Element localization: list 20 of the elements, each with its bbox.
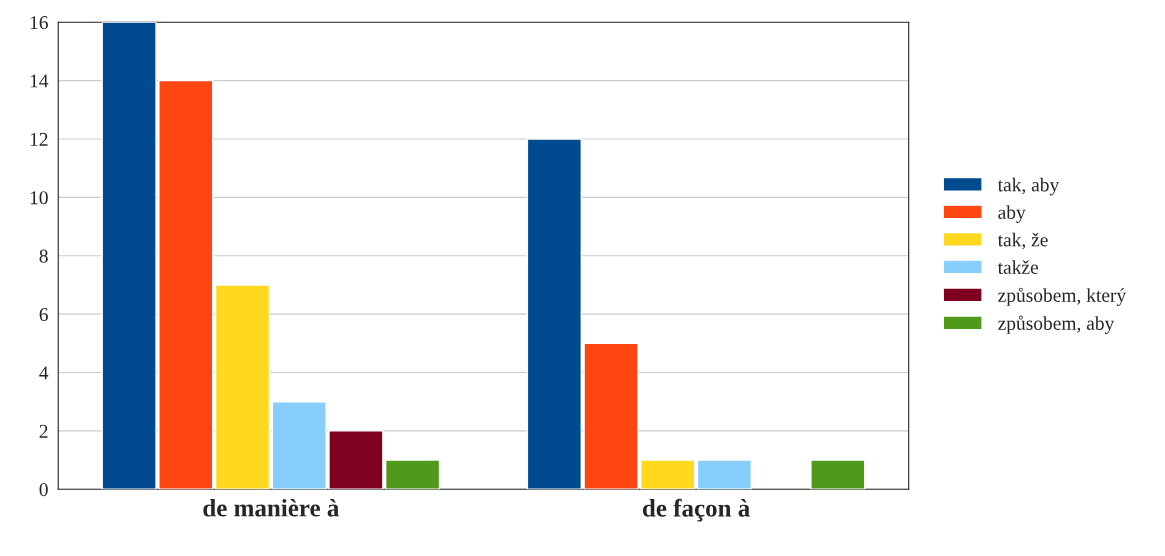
y-tick-label: 12 [30,132,48,146]
y-tick-label: 2 [39,424,48,438]
y-tick-label: 8 [39,249,48,263]
legend-label: tak, aby [997,177,1060,196]
legend-label: aby [998,205,1026,223]
legend-label: způsobem, aby [998,315,1115,334]
y-tick-label: 6 [39,308,48,322]
bar [810,459,866,490]
y-tick-label: 10 [30,191,48,205]
y-tick-label: 4 [39,366,49,380]
legend-label: takže [997,260,1038,274]
x-tick-label: de manière à [203,498,339,517]
y-tick-label: 14 [30,74,49,88]
legend-label: tak, že [997,232,1048,250]
bar [214,284,271,490]
x-tick-label: de façon à [642,498,750,522]
y-tick-label: 16 [30,16,48,30]
y-tick-label: 0 [39,483,48,497]
legend-label: způsobem, který [998,287,1127,306]
bar [696,459,753,490]
